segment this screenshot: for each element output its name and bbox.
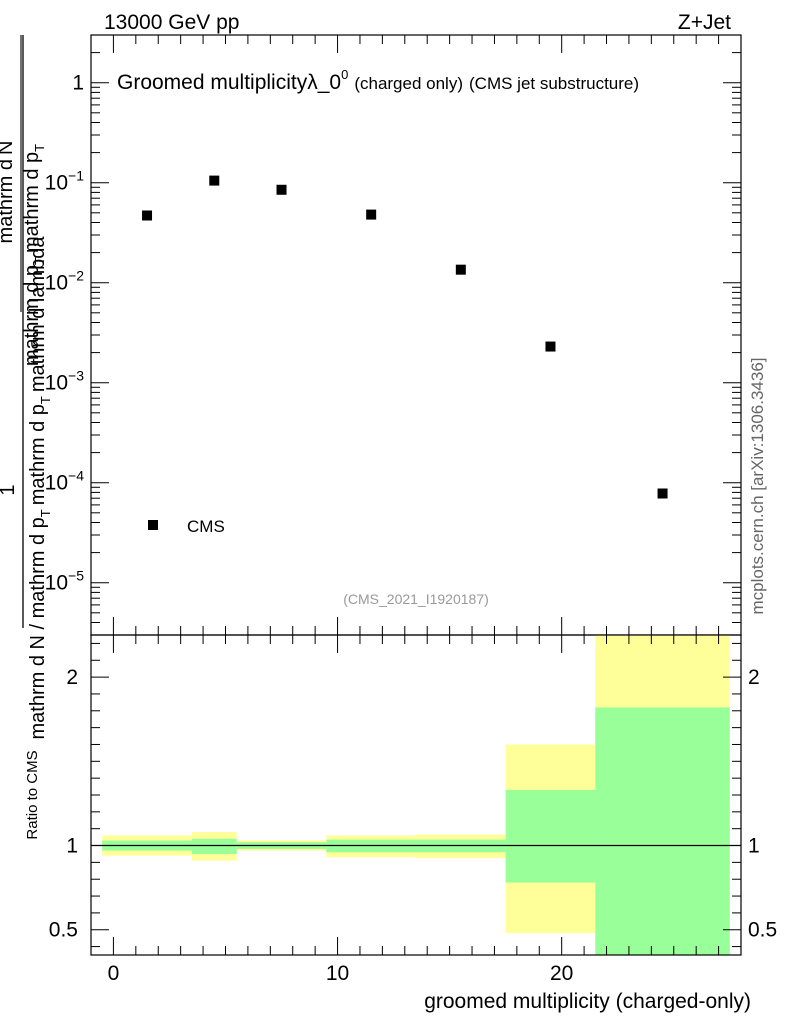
plot-title-small: (charged only) — [354, 74, 463, 93]
y-label-inner-numerator: mathrm dN — [0, 141, 17, 244]
x-axis-label: groomed multiplicity (charged-only) — [424, 990, 751, 1013]
y-tick-label: 10−1 — [45, 168, 85, 195]
y-label-denominator: mathrm d N / mathrm d pTmathrm d pTmathr… — [27, 236, 53, 740]
data-point — [545, 341, 556, 352]
data-point — [657, 488, 668, 499]
ratio-plot: 0.5 0.51 12 20 10 20 Ratio to CMS groomed mul… — [24, 634, 777, 1013]
ratio-ticks: 0.5 0.51 12 20 10 20 — [49, 635, 777, 985]
y-tick-label: 10−2 — [45, 268, 85, 295]
data-point — [276, 184, 287, 195]
data-point — [209, 175, 220, 186]
legend-marker — [148, 520, 158, 530]
ratio-bands — [91, 635, 741, 955]
ratio-y-tick-label-left: 1 — [66, 835, 78, 858]
main-plot-frame — [90, 34, 742, 636]
plot-title-superscript: 0 — [341, 67, 348, 82]
ratio-inner-band — [505, 789, 596, 883]
main-x-ticks — [112, 35, 720, 635]
energy-label: 13000 GeV pp — [104, 11, 239, 34]
process-label: Z+Jet — [678, 11, 731, 34]
plot-title-main: Groomed multiplicityλ_0 — [117, 71, 341, 94]
data-point — [455, 264, 466, 275]
legend-label: CMS — [187, 517, 225, 536]
plot-title-tail: (CMS jet substructure) — [469, 74, 639, 93]
ratio-y-tick-label-left: 2 — [66, 666, 78, 689]
data-point — [142, 210, 153, 221]
y-tick-label: 10−4 — [45, 468, 85, 495]
y-tick-label: 1 — [72, 72, 84, 95]
y-label-numerator-one: 1 — [0, 484, 19, 495]
main-y-ticks: 1 10−1 10−2 10−3 10−4 10−5 — [45, 34, 741, 636]
data-points — [142, 175, 668, 499]
ratio-y-tick-label-left: 0.5 — [49, 919, 78, 942]
y-tick-label: 10−5 — [45, 568, 85, 595]
main-plot: Groomed multiplicityλ_00 (charged only) (C… — [0, 34, 742, 739]
data-point — [366, 209, 377, 220]
ratio-y-label: Ratio to CMS — [24, 750, 41, 839]
ratio-y-tick-label-right: 2 — [748, 666, 760, 689]
ratio-inner-band — [191, 838, 237, 854]
plot-title: Groomed multiplicityλ_00 (charged only) (C… — [117, 67, 639, 94]
source-label: mcplots.cern.ch [arXiv:1306.3436] — [748, 357, 767, 614]
y-label-inner-denominator: mathrm d pTmathrm d pT — [21, 144, 47, 366]
analysis-id: (CMS_2021_I1920187) — [343, 591, 489, 607]
x-tick-label: 10 — [326, 962, 349, 985]
ratio-inner-band — [595, 707, 730, 955]
y-tick-label: 10−3 — [45, 368, 85, 395]
main-y-axis-label: 1 mathrm d N / mathrm d pTmathrm d pTmat… — [0, 35, 53, 739]
ratio-y-tick-label-right: 1 — [748, 835, 760, 858]
x-tick-label: 20 — [550, 962, 573, 985]
x-tick-label: 0 — [108, 962, 120, 985]
ratio-y-tick-label-right: 0.5 — [748, 919, 777, 942]
